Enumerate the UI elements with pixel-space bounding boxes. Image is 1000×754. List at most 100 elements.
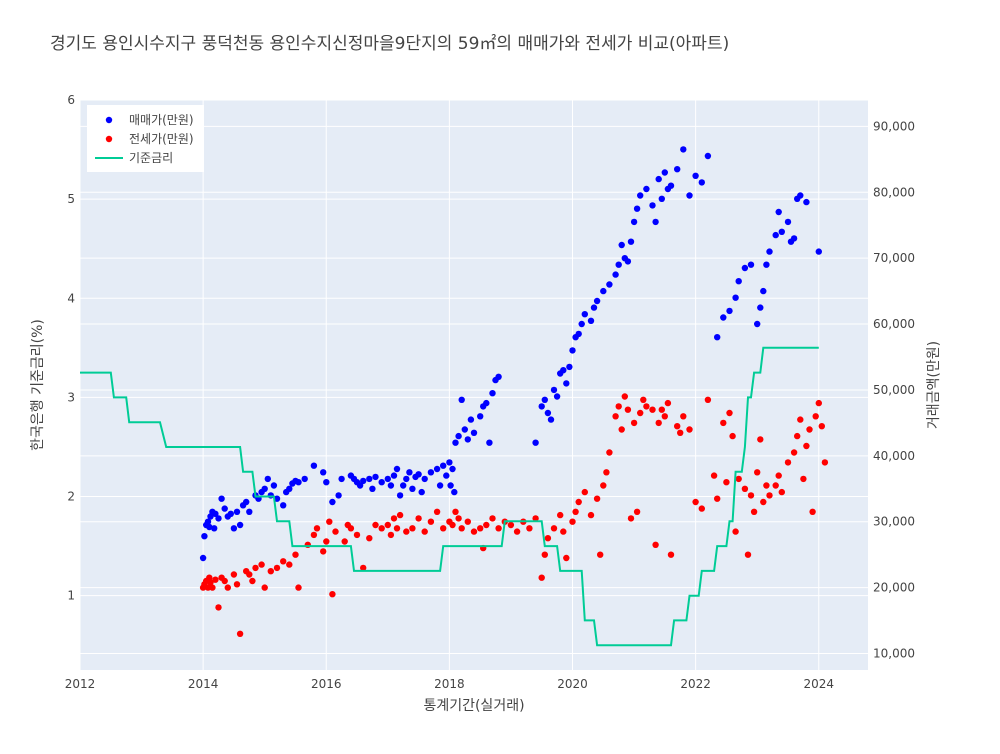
plot-area <box>80 100 868 670</box>
sale-point <box>418 488 425 496</box>
jeonse-point <box>806 426 813 433</box>
jeonse-point <box>326 518 333 525</box>
sale-point <box>211 525 218 532</box>
jeonse-point <box>347 525 355 532</box>
jeonse-point <box>280 558 287 565</box>
sale-point <box>593 297 601 305</box>
jeonse-point <box>455 515 462 522</box>
sale-point <box>409 485 416 492</box>
jeonse-point <box>421 528 428 535</box>
legend-swatch-marker <box>105 135 113 143</box>
jeonse-point <box>600 482 607 489</box>
sale-point <box>366 475 373 483</box>
sale-point <box>630 218 638 226</box>
jeonse-point <box>495 525 502 532</box>
sale-point <box>483 399 490 407</box>
legend[interactable]: 매매가(만원) 전세가(만원) 기준금리 <box>87 105 204 172</box>
y-right-tick-label: 70,000 <box>873 251 915 265</box>
jeonse-point <box>686 426 693 433</box>
jeonse-point <box>313 525 321 532</box>
jeonse-point <box>723 479 730 486</box>
sale-point <box>686 192 693 199</box>
sale-point <box>455 432 462 440</box>
sale-point <box>652 218 659 226</box>
jeonse-point <box>790 449 798 456</box>
sale-point <box>495 373 502 380</box>
sale-point <box>735 278 742 285</box>
sale-point <box>280 502 287 509</box>
jeonse-point <box>726 409 733 417</box>
jeonse-point <box>267 568 274 575</box>
sale-point <box>230 525 238 532</box>
jeonse-point <box>209 584 216 591</box>
y-right-tick-label: 10,000 <box>873 647 915 661</box>
x-tick-label: 2024 <box>803 677 834 691</box>
jeonse-point <box>661 413 668 420</box>
jeonse-point <box>649 406 656 413</box>
jeonse-point <box>569 518 576 525</box>
sale-point <box>335 492 342 499</box>
sale-point <box>569 347 576 354</box>
jeonse-point <box>396 511 404 519</box>
sale-point <box>218 495 225 502</box>
jeonse-point <box>360 564 367 572</box>
sale-point <box>415 471 422 478</box>
jeonse-point <box>633 508 641 515</box>
jeonse-point <box>236 630 244 637</box>
jeonse-point <box>630 419 638 427</box>
sale-point <box>544 409 552 417</box>
jeonse-point <box>763 482 770 489</box>
jeonse-point <box>744 551 752 558</box>
sale-point <box>581 311 588 318</box>
jeonse-point <box>393 525 401 532</box>
sale-point <box>338 475 345 483</box>
y-right-tick-label: 60,000 <box>873 317 915 331</box>
jeonse-point <box>526 525 533 532</box>
sale-point <box>760 287 767 295</box>
jeonse-point <box>637 409 644 417</box>
jeonse-point <box>720 419 727 427</box>
sale-point <box>329 498 336 506</box>
sale-point <box>360 477 367 485</box>
sale-point <box>600 287 607 295</box>
sale-point <box>649 202 656 209</box>
jeonse-point <box>603 469 610 476</box>
x-tick-label: 2014 <box>188 677 219 691</box>
jeonse-point <box>818 423 825 430</box>
sale-point <box>784 218 792 226</box>
jeonse-point <box>207 579 214 586</box>
sale-point <box>204 518 212 525</box>
sale-point <box>538 403 545 410</box>
sale-point <box>720 314 727 321</box>
jeonse-point <box>249 577 256 585</box>
jeonse-point <box>292 551 299 558</box>
y-right-tick-label: 30,000 <box>873 515 915 529</box>
jeonse-point <box>390 515 398 522</box>
sale-point <box>320 469 327 476</box>
jeonse-point <box>477 525 484 532</box>
sale-point <box>447 482 454 489</box>
series-layer <box>80 146 829 647</box>
sale-point <box>227 510 234 517</box>
x-tick-label: 2016 <box>311 677 342 691</box>
jeonse-point <box>612 413 619 420</box>
series-scatter <box>199 393 829 637</box>
sale-point <box>433 465 441 473</box>
sale-point <box>406 469 413 476</box>
jeonse-point <box>320 548 327 555</box>
jeonse-point <box>747 492 755 499</box>
jeonse-point <box>735 475 742 483</box>
jeonse-point <box>384 521 391 529</box>
jeonse-point <box>464 518 471 525</box>
sale-point <box>766 248 773 255</box>
sale-point <box>633 205 641 212</box>
y-left-tick-label: 3 <box>67 390 75 404</box>
sale-point <box>436 482 444 489</box>
jeonse-point <box>560 528 567 535</box>
sale-point <box>486 439 493 446</box>
rate-line <box>80 346 819 647</box>
sale-point <box>698 179 705 186</box>
jeonse-point <box>664 399 672 407</box>
